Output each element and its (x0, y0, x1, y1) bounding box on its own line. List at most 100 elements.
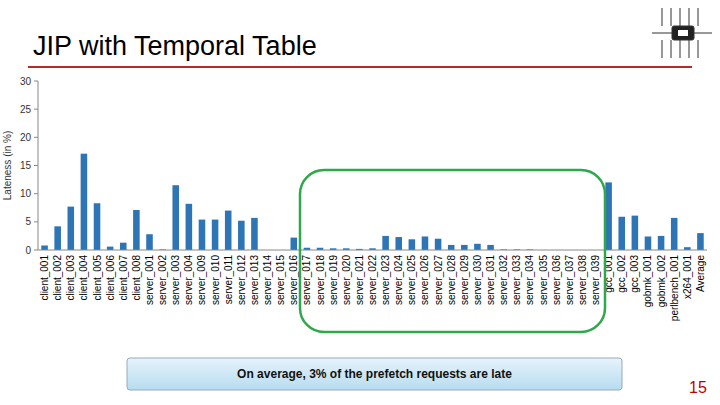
x-tick-label: server_014 (262, 255, 273, 305)
x-tick-label: server_022 (367, 255, 378, 305)
y-tick (34, 250, 38, 251)
bar (238, 221, 245, 250)
x-tick-label: server_018 (315, 255, 326, 305)
bar (172, 185, 179, 250)
bar (41, 245, 48, 250)
x-tick-label: server_038 (577, 255, 588, 305)
y-axis-title: Lateness (in %) (2, 131, 13, 200)
x-tick-label: server_034 (524, 255, 535, 305)
bar (618, 217, 625, 250)
bar (448, 245, 455, 250)
x-tick-label: server_031 (485, 255, 496, 305)
bar (54, 226, 61, 250)
x-tick-label: server_019 (328, 255, 339, 305)
x-tick-label: server_023 (380, 255, 391, 305)
bar (291, 238, 298, 250)
x-tick-label: server_017 (301, 255, 312, 305)
x-tick-label: server_035 (538, 255, 549, 305)
slide-title: JIP with Temporal Table (33, 31, 317, 61)
bar (186, 204, 193, 250)
x-tick-label: x264_001 (682, 255, 693, 299)
x-tick-label: Average (695, 255, 706, 293)
bar (474, 244, 481, 250)
bar (422, 236, 429, 250)
bar (94, 203, 101, 250)
x-tick-label: client_002 (52, 255, 63, 301)
y-tick (34, 165, 38, 166)
y-tick-label: 15 (20, 160, 32, 171)
callout-text: On average, 3% of the prefetch requests … (237, 367, 512, 381)
slide-canvas: JIP with Temporal Table Lateness (in %) 0 5… (0, 0, 720, 405)
bar (68, 207, 75, 250)
y-tick (34, 137, 38, 138)
x-tick-label: gobmk_002 (656, 255, 667, 308)
y-tick (34, 221, 38, 222)
x-tick-label: server_012 (236, 255, 247, 305)
bar (409, 239, 416, 250)
x-tick-label: client_007 (118, 255, 129, 301)
bar (199, 220, 206, 250)
bar (81, 154, 88, 250)
x-tick-label: server_015 (275, 255, 286, 305)
bar (212, 220, 219, 250)
logo (652, 8, 712, 58)
y-tick-label: 10 (20, 188, 32, 199)
bar (487, 245, 494, 250)
bar (658, 236, 665, 250)
y-tick-label: 30 (20, 76, 32, 87)
x-tick-label: client_006 (105, 255, 116, 301)
x-tick-label: gcc_002 (616, 255, 627, 293)
callout-box (127, 358, 622, 390)
x-tick-label: server_010 (210, 255, 221, 305)
title-rule (28, 66, 692, 68)
bar (461, 245, 468, 250)
x-tick-label: server_024 (393, 255, 404, 305)
bar (435, 239, 442, 250)
page-number: 15 (689, 379, 707, 396)
bar (146, 234, 153, 250)
x-tick-label: server_036 (551, 255, 562, 305)
x-tick-label: client_004 (78, 255, 89, 301)
bar (225, 211, 232, 250)
x-tick-label: client_003 (65, 255, 76, 301)
x-tick-label: gcc_003 (629, 255, 640, 293)
bar (251, 218, 258, 250)
x-tick-label: server_032 (498, 255, 509, 305)
y-tick-label: 20 (20, 132, 32, 143)
x-tick-label: server_037 (564, 255, 575, 305)
x-tick-label: server_002 (157, 255, 168, 305)
y-tick (34, 81, 38, 82)
bar (632, 216, 639, 250)
bar (697, 233, 704, 250)
bar (133, 210, 140, 250)
x-tick-label: server_011 (223, 255, 234, 305)
x-axis-line (38, 250, 707, 251)
bar (605, 182, 612, 250)
x-tick-label: server_013 (249, 255, 260, 305)
bar (382, 236, 389, 250)
x-tick-label: server_026 (419, 255, 430, 305)
x-tick-label: server_039 (590, 255, 601, 305)
x-tick-label: server_020 (341, 255, 352, 305)
x-tick-label: server_029 (459, 255, 470, 305)
x-tick-label: client_005 (92, 255, 103, 301)
bar (671, 218, 678, 250)
slide: JIP with Temporal Table Lateness (in %) 0 5… (0, 0, 720, 405)
bar (107, 247, 114, 250)
y-tick-label: 5 (25, 216, 31, 227)
x-tick-label: server_027 (433, 255, 444, 305)
x-tick-label: client_001 (39, 255, 50, 301)
y-tick-label: 0 (25, 245, 31, 256)
y-tick (34, 193, 38, 194)
y-tick (34, 109, 38, 110)
x-tick-label: server_016 (288, 255, 299, 305)
x-tick-label: server_001 (144, 255, 155, 305)
x-tick-label: perlbench_001 (669, 255, 680, 322)
highlight-box (300, 170, 605, 332)
x-tick-label: server_003 (170, 255, 181, 305)
bar (645, 236, 652, 250)
x-tick-label: gobmk_001 (642, 255, 653, 308)
y-tick-label: 25 (20, 104, 32, 115)
bar (395, 237, 402, 250)
x-tick-label: server_025 (406, 255, 417, 305)
